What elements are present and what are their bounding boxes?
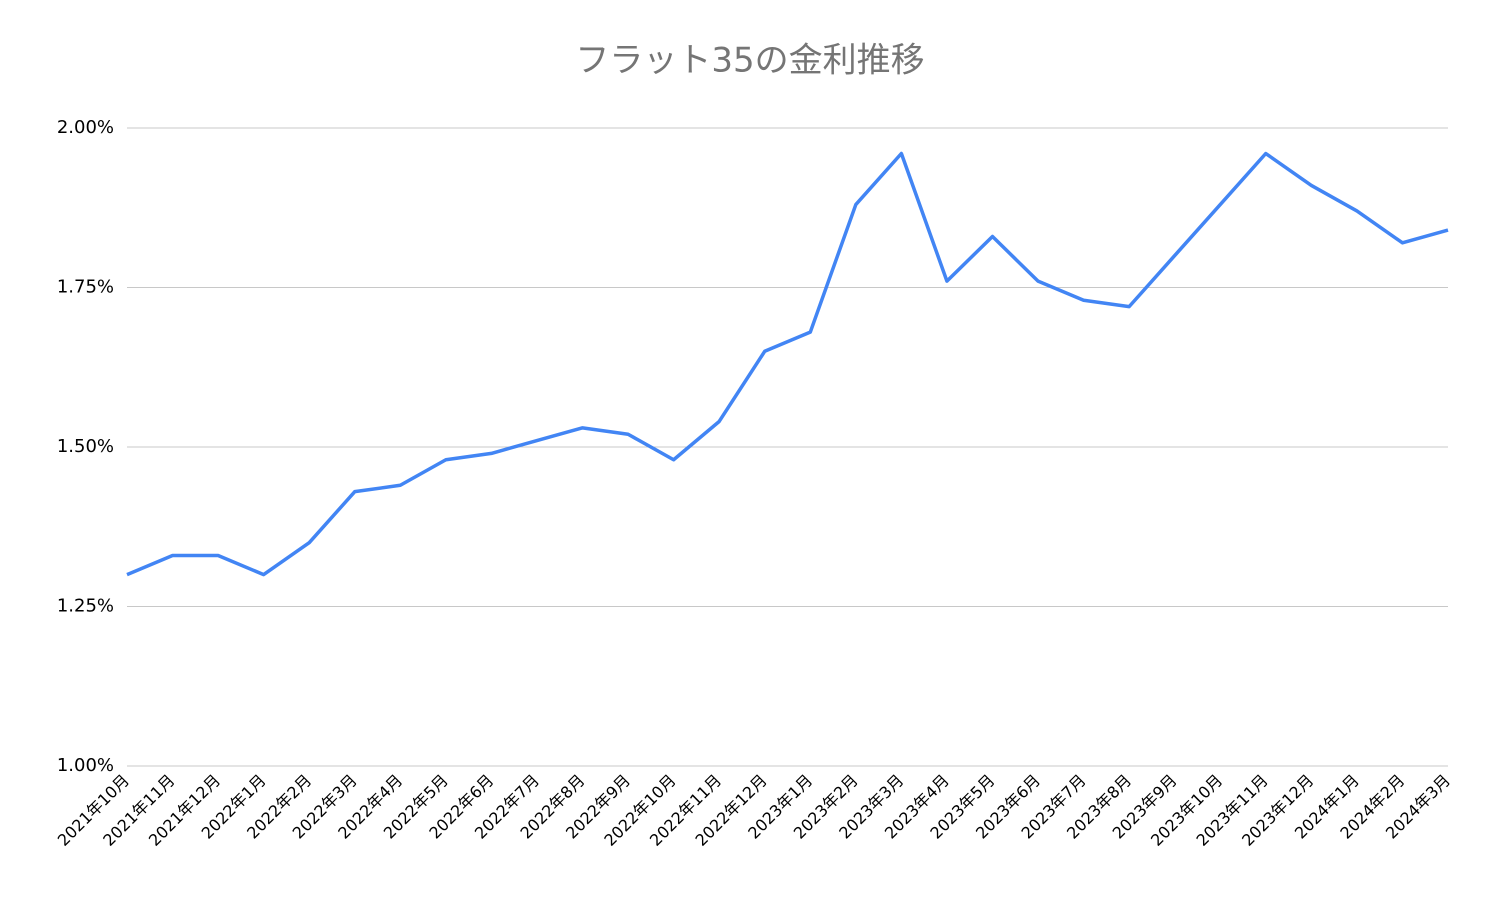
y-tick-label: 1.50%: [57, 436, 114, 457]
y-tick-label: 1.00%: [57, 755, 114, 776]
data-line: [126, 151, 1449, 577]
y-tick-label: 1.75%: [57, 277, 114, 298]
y-tick-label: 2.00%: [57, 117, 114, 138]
chart-title: フラット35の金利推移: [575, 41, 924, 81]
y-tick-label: 1.25%: [57, 596, 114, 617]
